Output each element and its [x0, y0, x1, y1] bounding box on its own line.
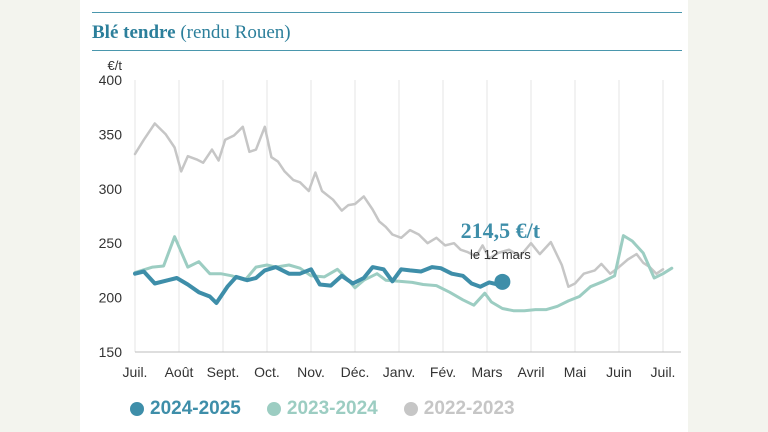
- title-bottom-rule: [92, 50, 682, 51]
- x-tick-label: Déc.: [341, 364, 370, 380]
- legend: 2024-2025 2023-2024 2022-2023: [130, 398, 515, 420]
- x-tick-label: Mars: [471, 364, 502, 380]
- x-tick-label: Avril: [518, 364, 545, 380]
- legend-item-2022-2023: 2022-2023: [403, 398, 515, 420]
- y-axis-unit: €/t: [108, 58, 123, 73]
- x-tick-label: Juil.: [123, 364, 148, 380]
- annotation-value: 214,5 €/t: [461, 218, 541, 243]
- series-line-2024-2025: [133, 265, 505, 305]
- chart-title: Blé tendre (rendu Rouen): [92, 22, 291, 44]
- x-tick-label: Juin: [606, 364, 632, 380]
- x-tick-label: Juil.: [651, 364, 676, 380]
- x-tick-label: Sept.: [207, 364, 240, 380]
- x-axis-ticks: Juil. Août Sept. Oct. Nov. Déc. Janv. Fév. Mars A…: [123, 364, 676, 380]
- chart-card: [80, 0, 688, 432]
- legend-label: 2024-2025: [150, 398, 241, 419]
- grid-lines: [134, 80, 681, 353]
- legend-label: 2022-2023: [423, 398, 515, 419]
- x-tick-label: Mai: [564, 364, 587, 380]
- series-line-2023-2024: [133, 234, 674, 313]
- legend-item-2023-2024: 2023-2024: [266, 398, 378, 420]
- legend-dot-icon: [266, 402, 281, 416]
- title-product: Blé tendre: [92, 22, 176, 43]
- series-lines: [133, 122, 674, 313]
- y-tick-label: 150: [99, 344, 123, 360]
- x-tick-label: Fév.: [430, 364, 456, 380]
- y-tick-label: 350: [99, 126, 123, 142]
- x-tick-label: Oct.: [254, 364, 280, 380]
- series-line-2022-2023: [133, 122, 665, 288]
- top-rule: [92, 12, 682, 13]
- x-tick-label: Nov.: [297, 364, 325, 380]
- legend-item-2024-2025: 2024-2025: [130, 398, 241, 420]
- y-tick-label: 300: [99, 181, 123, 197]
- y-tick-label: 400: [99, 72, 123, 88]
- current-price-marker: [494, 273, 511, 290]
- legend-label: 2023-2024: [286, 398, 378, 419]
- y-axis-ticks: 400 350 300 250 200 150: [99, 72, 123, 360]
- y-tick-label: 250: [99, 235, 123, 251]
- x-tick-label: Août: [165, 364, 194, 380]
- x-tick-label: Janv.: [383, 364, 415, 380]
- title-location: (rendu Rouen): [180, 22, 291, 43]
- annotation-date: le 12 mars: [470, 247, 531, 262]
- legend-dot-icon: [403, 402, 418, 416]
- y-tick-label: 200: [99, 290, 123, 306]
- legend-dot-icon: [130, 402, 144, 416]
